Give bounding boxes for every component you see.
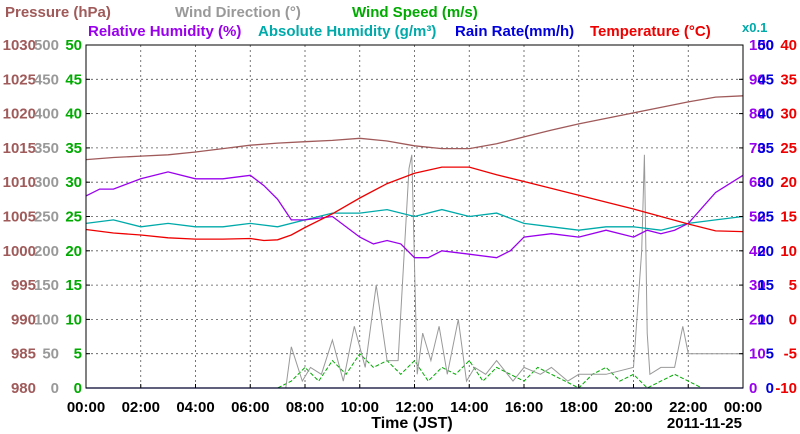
y-tick-pressure: 1015 <box>3 140 36 157</box>
y-tick-humidity: 30 <box>749 277 766 294</box>
x-tick-label: 22:00 <box>669 399 707 416</box>
legend-absolute-humidity: Absolute Humidity (g/m³) <box>258 23 436 40</box>
y-tick-wind-dir: 0 <box>51 380 59 397</box>
y-tick-wind-speed: 5 <box>74 346 82 363</box>
y-tick-temperature: 15 <box>780 209 797 226</box>
x-tick-label: 00:00 <box>724 399 762 416</box>
legend-rain-rate: Rain Rate(mm/h) <box>455 23 574 40</box>
y-tick-rain: 30 <box>757 174 774 191</box>
axis-ticks: 1030102510201015101010051000995990985980… <box>3 37 797 416</box>
y-tick-wind-speed: 10 <box>65 311 82 328</box>
y-tick-temperature: 40 <box>780 37 797 54</box>
x-tick-label: 14:00 <box>450 399 488 416</box>
y-tick-wind-speed: 15 <box>65 277 82 294</box>
x-tick-label: 08:00 <box>286 399 324 416</box>
x-tick-label: 12:00 <box>395 399 433 416</box>
series-wind-direction <box>86 154 743 389</box>
y-tick-rain: 0 <box>766 380 774 397</box>
y-tick-temperature: -10 <box>775 380 797 397</box>
x-tick-label: 02:00 <box>122 399 160 416</box>
y-tick-wind-speed: 45 <box>65 71 82 88</box>
date-label: 2011-11-25 <box>667 415 742 432</box>
series-temperature-c <box>85 166 744 242</box>
legend-relative-humidity: Relative Humidity (%) <box>88 23 241 40</box>
y-tick-temperature: 5 <box>789 277 797 294</box>
y-tick-rain: 45 <box>757 71 774 88</box>
y-tick-pressure: 980 <box>11 380 36 397</box>
y-tick-wind-dir: 100 <box>34 311 59 328</box>
y-tick-wind-speed: 20 <box>65 243 82 260</box>
y-tick-rain: 15 <box>757 277 774 294</box>
legend-wind-speed: Wind Speed (m/s) <box>352 4 478 21</box>
y-tick-pressure: 1005 <box>3 209 36 226</box>
y-tick-rain: 50 <box>757 37 774 54</box>
y-tick-wind-dir: 500 <box>34 37 59 54</box>
y-tick-temperature: 20 <box>780 174 797 191</box>
y-tick-rain: 5 <box>766 346 774 363</box>
x-tick-label: 18:00 <box>560 399 598 416</box>
y-tick-humidity: 100 <box>749 37 774 54</box>
y-tick-rain: 25 <box>757 209 774 226</box>
y-tick-humidity: 0 <box>749 380 757 397</box>
x-tick-label: 20:00 <box>614 399 652 416</box>
abs-humidity-scale: x0.1 <box>742 20 767 35</box>
y-tick-wind-dir: 400 <box>34 106 59 123</box>
y-tick-wind-dir: 200 <box>34 243 59 260</box>
y-tick-wind-dir: 450 <box>34 71 59 88</box>
series-absolute-humidity-g-m <box>85 208 744 231</box>
y-tick-humidity: 90 <box>749 71 766 88</box>
y-tick-humidity: 60 <box>749 174 766 191</box>
y-tick-wind-speed: 25 <box>65 209 82 226</box>
y-tick-rain: 40 <box>757 106 774 123</box>
y-tick-pressure: 990 <box>11 311 36 328</box>
y-tick-temperature: 25 <box>780 140 797 157</box>
y-tick-temperature: -5 <box>784 346 797 363</box>
y-tick-humidity: 10 <box>749 346 766 363</box>
y-tick-humidity: 50 <box>749 209 766 226</box>
x-tick-label: 00:00 <box>67 399 105 416</box>
y-tick-temperature: 35 <box>780 71 797 88</box>
y-tick-wind-dir: 300 <box>34 174 59 191</box>
y-tick-wind-dir: 350 <box>34 140 59 157</box>
y-tick-wind-speed: 30 <box>65 174 82 191</box>
y-tick-wind-dir: 150 <box>34 277 59 294</box>
x-tick-label: 16:00 <box>505 399 543 416</box>
x-tick-label: 06:00 <box>231 399 269 416</box>
y-tick-pressure: 1030 <box>3 37 36 54</box>
legend-wind-direction: Wind Direction (°) <box>175 4 301 21</box>
y-tick-humidity: 40 <box>749 243 766 260</box>
y-tick-temperature: 10 <box>780 243 797 260</box>
y-tick-wind-dir: 250 <box>34 209 59 226</box>
y-tick-wind-speed: 40 <box>65 106 82 123</box>
y-tick-pressure: 1010 <box>3 174 36 191</box>
y-tick-wind-speed: 0 <box>74 380 82 397</box>
y-tick-pressure: 1020 <box>3 106 36 123</box>
x-tick-label: 10:00 <box>341 399 379 416</box>
y-tick-temperature: 30 <box>780 106 797 123</box>
y-tick-wind-dir: 50 <box>42 346 59 363</box>
y-tick-rain: 20 <box>757 243 774 260</box>
y-tick-humidity: 20 <box>749 311 766 328</box>
y-tick-wind-speed: 35 <box>65 140 82 157</box>
series-wind-speed-m-s <box>86 352 743 389</box>
series-relative-humidity <box>85 171 744 259</box>
y-tick-temperature: 0 <box>789 311 797 328</box>
y-tick-pressure: 1025 <box>3 71 36 88</box>
x-tick-label: 04:00 <box>176 399 214 416</box>
series-pressure-hpa <box>85 95 744 161</box>
legend-pressure: Pressure (hPa) <box>5 4 111 21</box>
legend-temperature: Temperature (°C) <box>590 23 711 40</box>
y-tick-pressure: 985 <box>11 346 36 363</box>
y-tick-humidity: 80 <box>749 106 766 123</box>
y-tick-pressure: 1000 <box>3 243 36 260</box>
y-tick-rain: 10 <box>757 311 774 328</box>
y-tick-pressure: 995 <box>11 277 36 294</box>
y-tick-rain: 35 <box>757 140 774 157</box>
y-tick-humidity: 70 <box>749 140 766 157</box>
x-axis-title: Time (JST) <box>371 415 453 432</box>
y-tick-wind-speed: 50 <box>65 37 82 54</box>
